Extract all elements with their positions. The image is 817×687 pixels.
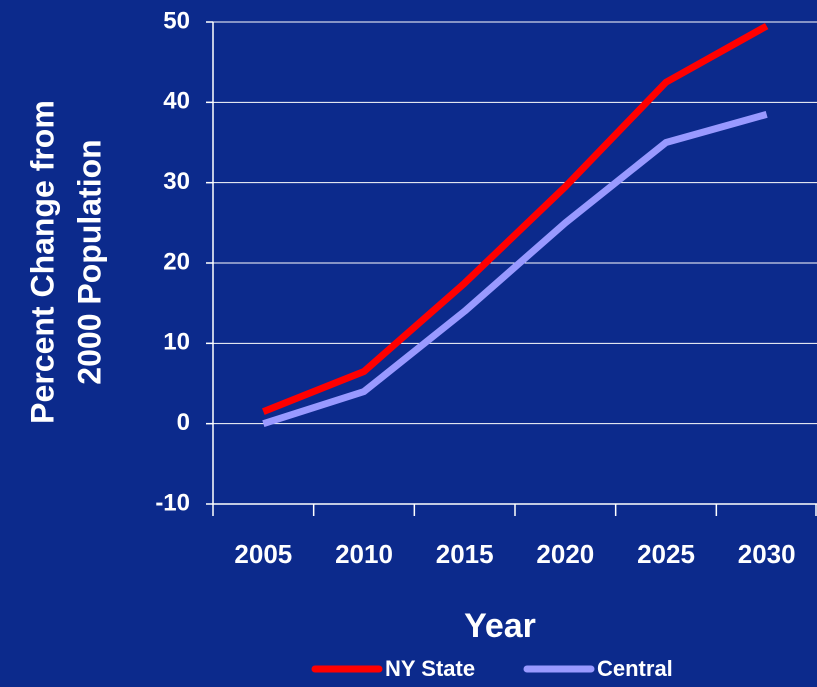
x-tick-label: 2030 [738, 539, 796, 569]
legend-label: Central [597, 656, 673, 681]
x-tick-label: 2010 [335, 539, 393, 569]
y-tick-label: 10 [163, 329, 190, 356]
x-tick-label: 2025 [637, 539, 695, 569]
x-axis-label: Year [464, 607, 536, 645]
y-tick-label: 30 [163, 168, 190, 195]
x-tick-label: 2020 [536, 539, 594, 569]
y-axis-label: 2000 Population [71, 139, 107, 384]
data-line [262, 22, 769, 415]
y-tick-label: 50 [163, 7, 190, 34]
y-tick-label: 0 [177, 409, 190, 436]
x-tick-label: 2015 [436, 539, 494, 569]
y-tick-label: 40 [163, 88, 190, 115]
y-tick-label: 20 [163, 248, 190, 275]
legend-label: NY State [385, 656, 475, 681]
y-axis-label: Percent Change from [24, 100, 60, 424]
data-line [262, 111, 768, 428]
x-tick-label: 2005 [234, 539, 292, 569]
y-tick-label: -10 [155, 489, 190, 516]
